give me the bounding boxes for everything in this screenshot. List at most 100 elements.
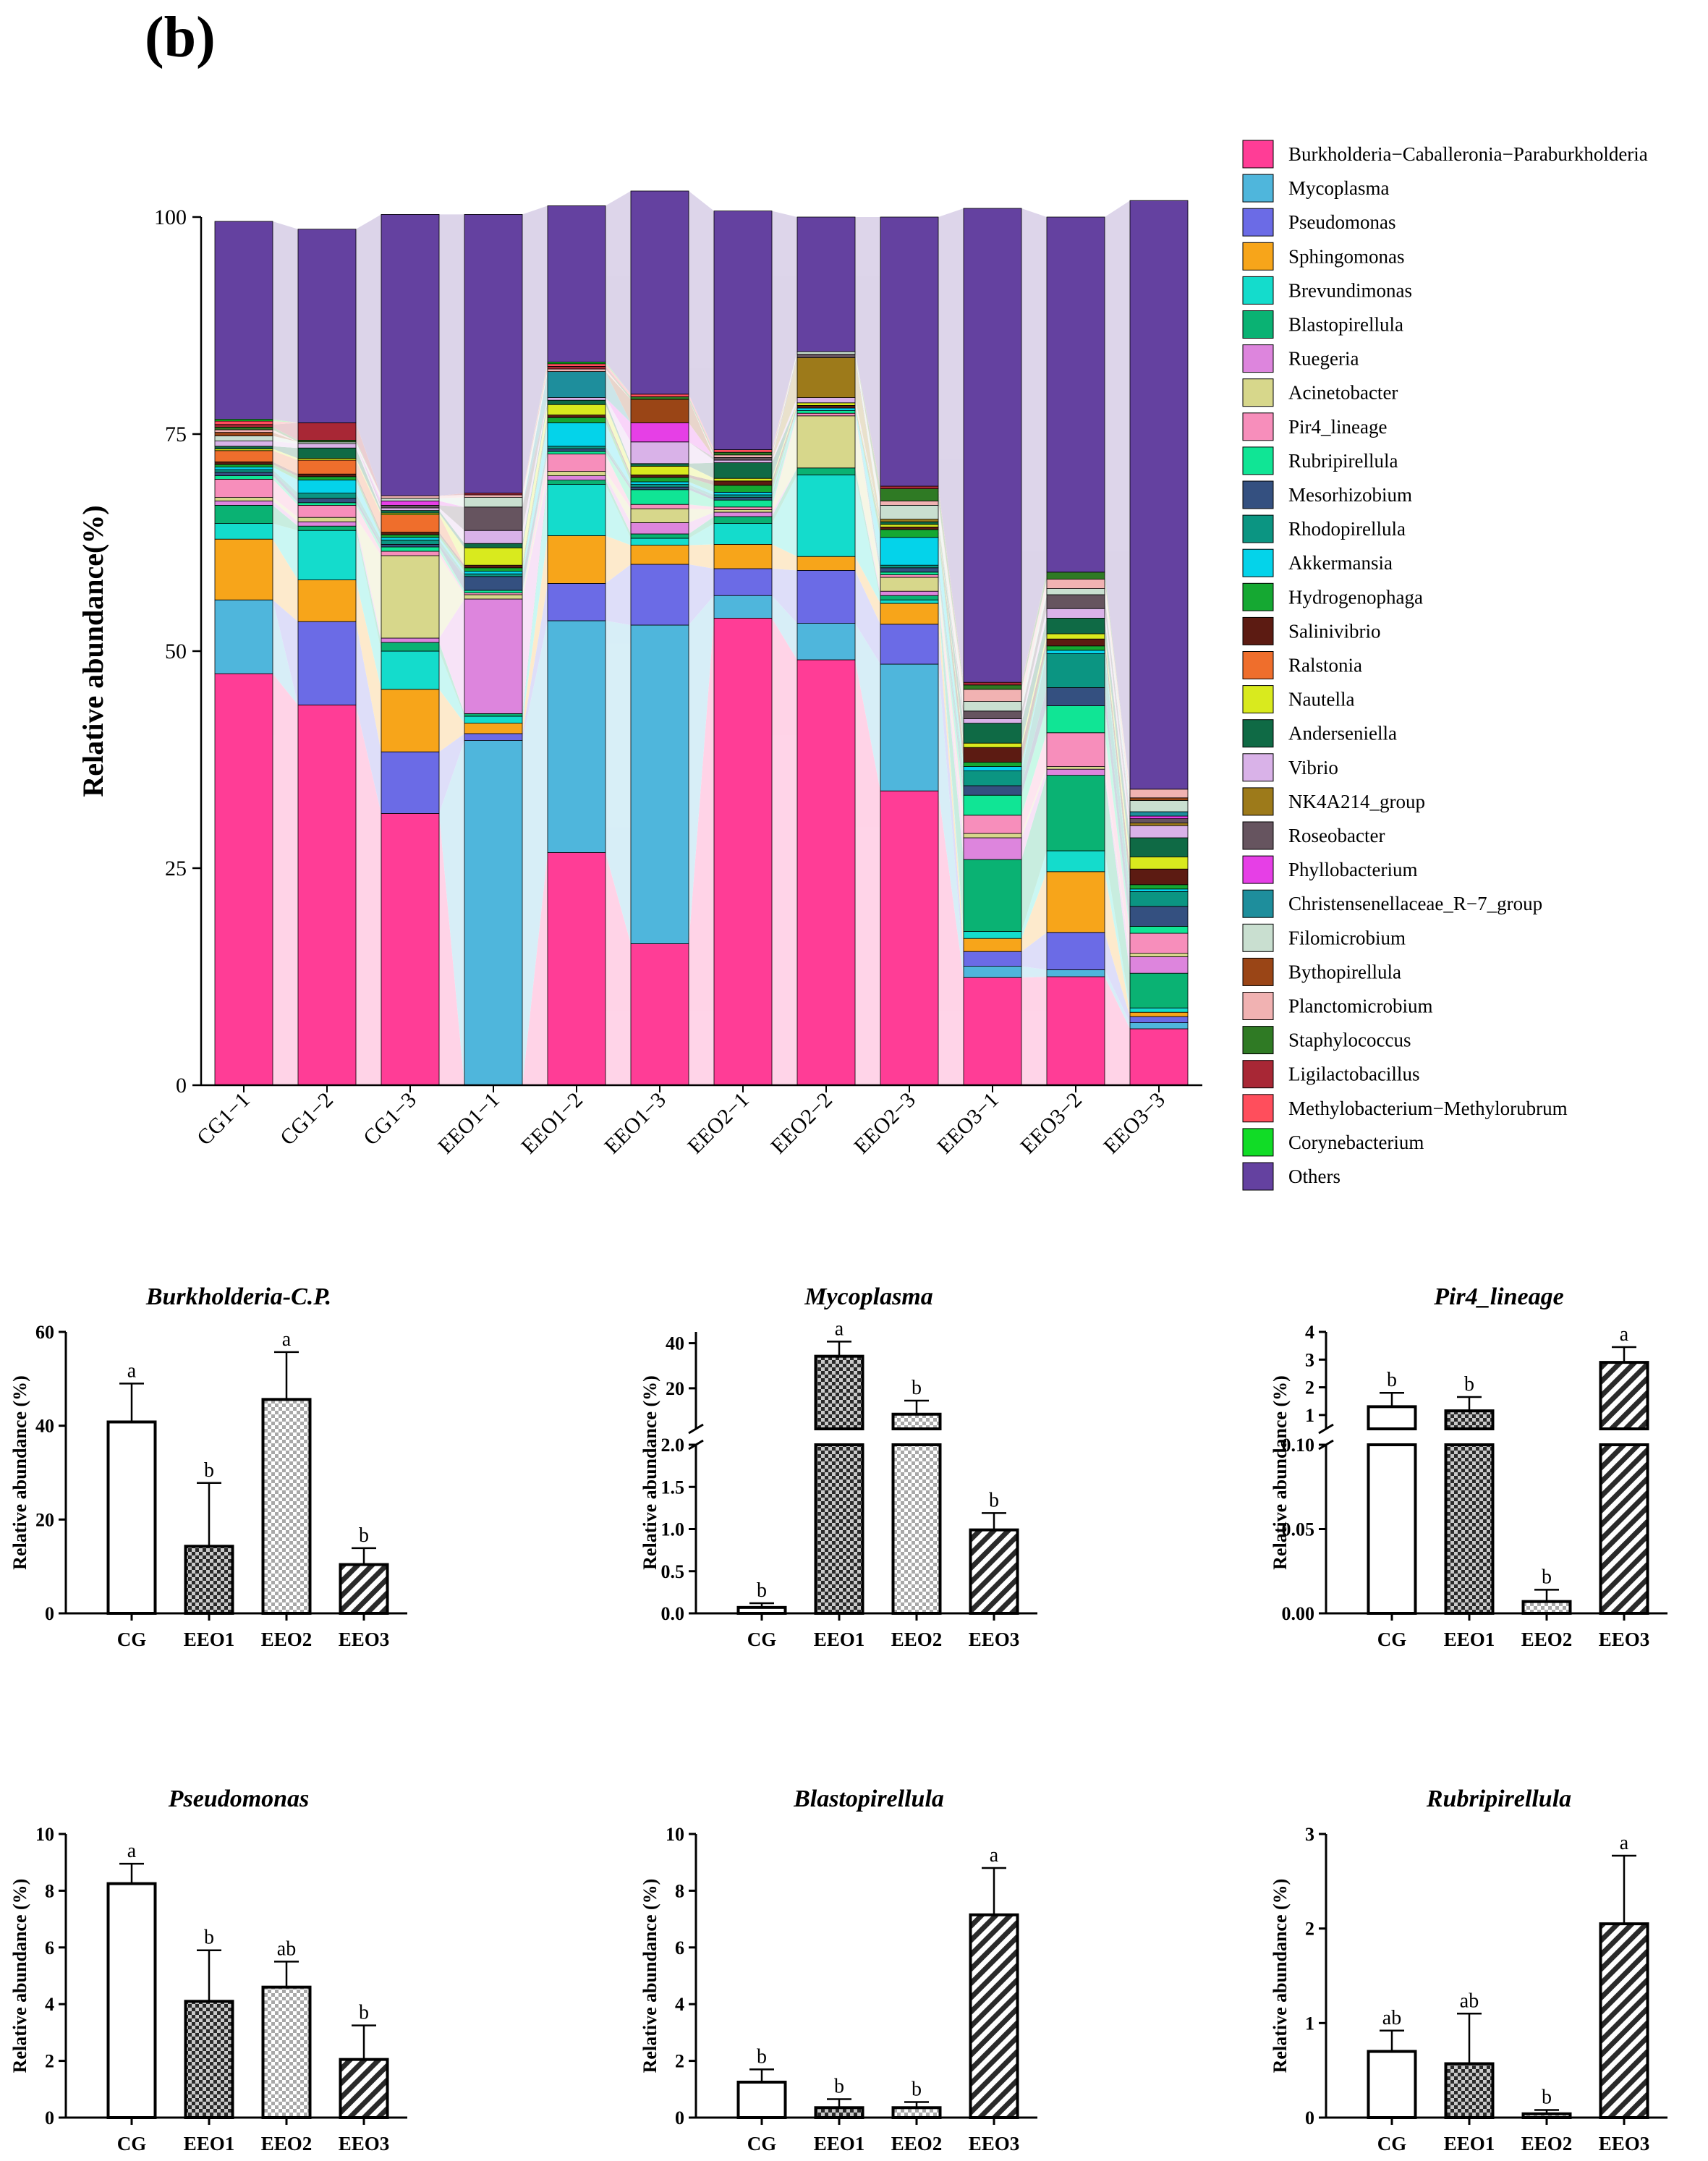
legend-label: Staphylococcus [1288, 1029, 1411, 1051]
bar-segment [880, 574, 939, 578]
bar-3: b [969, 1489, 1019, 1616]
ribbon-18 [606, 397, 631, 464]
ribbon-0 [606, 852, 631, 1085]
ribbon-17 [855, 402, 880, 525]
bar-segment [297, 473, 357, 477]
bar [106, 1882, 157, 2120]
ribbon-9 [356, 502, 381, 551]
legend-label: Anderseniella [1288, 723, 1397, 744]
bar-segment [1046, 594, 1105, 609]
bar-segment [1046, 969, 1105, 977]
significance-letter: b [1387, 1369, 1397, 1391]
ribbon-0 [855, 660, 880, 1085]
bar-lower [1599, 1443, 1649, 1615]
y-tick-label: 0 [45, 1603, 54, 1624]
ribbon-23 [356, 441, 381, 501]
ribbon-5 [938, 595, 964, 932]
bar-segment [630, 533, 689, 539]
ribbon-28 [273, 421, 298, 425]
bar-segment [963, 682, 1022, 686]
ribbon-18 [1021, 608, 1047, 723]
bar-segment [1129, 884, 1189, 890]
bar-segment [880, 663, 939, 791]
legend-item: Roseobacter [1242, 821, 1385, 850]
legend-item: Corynebacterium [1242, 1128, 1424, 1157]
x-tick-label: EEO1 [814, 1629, 865, 1650]
legend-item: Pseudomonas [1242, 208, 1396, 237]
bar-segment [1129, 823, 1189, 826]
ribbon-21 [606, 397, 631, 442]
bar-segment [630, 484, 689, 488]
ribbon-6 [606, 475, 631, 534]
bar-segment [547, 583, 606, 621]
ribbon-16 [1105, 634, 1130, 870]
ribbon-16 [522, 404, 548, 566]
ribbon-14 [606, 415, 631, 477]
ribbon-16 [356, 458, 381, 515]
legend-label: Brevundimonas [1288, 279, 1412, 301]
significance-letter: ab [1382, 2007, 1401, 2029]
legend-item: Bythopirellula [1242, 957, 1401, 986]
ribbon-27 [855, 352, 880, 489]
chart-title: Rubripirellula [1426, 1786, 1571, 1812]
ribbon-21 [1105, 595, 1130, 819]
bar-segment [381, 498, 440, 501]
bar-chart-0: Burkholderia-C.P. Relative abundance (%) a… [9, 1283, 407, 1650]
y-tick-label: 20 [35, 1509, 54, 1530]
bar-segment [214, 427, 273, 430]
legend-swatch [1242, 821, 1274, 850]
ribbon-8 [772, 413, 797, 510]
y-axis-title: Relative abundance(%) [77, 505, 109, 797]
bar-segment [1129, 811, 1189, 817]
legend-label: Blastopirellula [1288, 314, 1403, 336]
legend-swatch [1242, 889, 1274, 918]
bar-upper [814, 1354, 864, 1430]
x-tick-label: EEO3−3 [1099, 1088, 1170, 1159]
bar-upper [1599, 1361, 1649, 1430]
bar-segment [713, 544, 773, 569]
bar-segment [796, 407, 856, 411]
bar-segment [464, 716, 523, 723]
ribbon-13 [855, 408, 880, 538]
ribbon-7 [772, 415, 797, 512]
significance-letter: a [990, 1844, 999, 1867]
ribbon-5 [689, 517, 714, 538]
axis-break-mark [688, 1423, 704, 1435]
bar-segment [713, 457, 773, 461]
bar [1599, 1922, 1649, 2119]
bar-segment [713, 509, 773, 513]
ribbon-22 [522, 371, 548, 507]
bar-segment [381, 537, 440, 540]
bar-segment [1046, 608, 1105, 619]
ribbon-30 [772, 211, 797, 450]
legend-label: Corynebacterium [1288, 1132, 1424, 1153]
bar-lower [814, 1443, 864, 1615]
legend-item: Staphylococcus [1242, 1026, 1411, 1055]
ribbon-1 [855, 623, 880, 791]
legend-label: Rhodopirellula [1288, 518, 1406, 540]
ribbon-7 [1105, 766, 1130, 957]
ribbon-18 [273, 441, 298, 449]
ribbon-6 [356, 522, 381, 642]
ribbon-1 [522, 621, 548, 1085]
bar-segment [1046, 687, 1105, 707]
ribbon-12 [356, 480, 381, 540]
ribbon-27 [606, 366, 631, 397]
bar [184, 1545, 234, 1615]
y-tick-label: 0 [1305, 2107, 1314, 2128]
bar-segment [880, 485, 939, 489]
ribbon-0 [772, 618, 797, 1085]
ribbon-18 [938, 522, 964, 723]
bar-segment [630, 399, 689, 423]
ribbon-12 [606, 423, 631, 485]
ribbon-12 [855, 408, 880, 566]
bar-segment [963, 723, 1022, 744]
bar-segment [297, 498, 357, 504]
y-tick-label: 8 [45, 1880, 54, 1901]
bar-segment [1129, 1011, 1189, 1017]
y-tick-label: 100 [154, 205, 187, 229]
y-tick-label: 60 [35, 1322, 54, 1343]
stacked-bar-0 [214, 221, 273, 1086]
ribbon-23 [273, 436, 298, 444]
ribbons [273, 191, 1130, 1085]
